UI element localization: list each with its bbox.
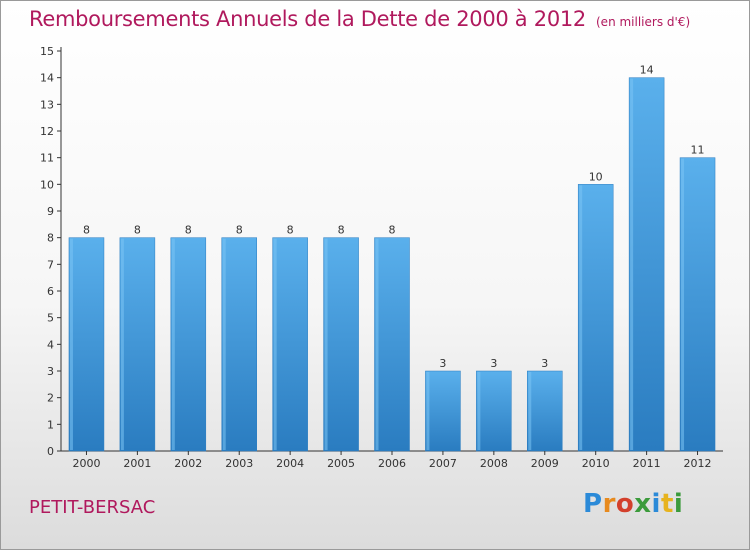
y-tick-label: 11 bbox=[40, 152, 54, 165]
bar-highlight bbox=[426, 372, 430, 450]
y-tick-label: 8 bbox=[47, 232, 54, 245]
proxiti-logo: Proxiti bbox=[583, 489, 684, 519]
commune-name: PETIT-BERSAC bbox=[29, 497, 156, 518]
y-tick-label: 13 bbox=[40, 98, 54, 111]
chart-title-text: Remboursements Annuels de la Dette de 20… bbox=[29, 7, 586, 31]
data-label: 8 bbox=[338, 224, 345, 237]
bar bbox=[425, 370, 461, 452]
bar bbox=[323, 237, 359, 452]
data-label: 3 bbox=[541, 357, 548, 370]
y-tick-label: 12 bbox=[40, 125, 54, 138]
x-tick-label: 2009 bbox=[531, 457, 559, 470]
bar-highlight bbox=[171, 238, 175, 450]
x-tick-label: 2007 bbox=[429, 457, 457, 470]
bar bbox=[476, 370, 512, 452]
bar bbox=[170, 237, 207, 452]
x-tick-label: 2001 bbox=[123, 457, 151, 470]
data-label: 8 bbox=[185, 224, 192, 237]
x-tick-label: 2000 bbox=[72, 457, 100, 470]
bar-highlight bbox=[120, 238, 124, 450]
y-tick-label: 7 bbox=[47, 258, 54, 271]
bar-highlight bbox=[273, 238, 277, 450]
data-label: 8 bbox=[134, 224, 141, 237]
x-tick-label: 2002 bbox=[174, 457, 202, 470]
x-tick-label: 2012 bbox=[684, 457, 712, 470]
bar-highlight bbox=[528, 372, 532, 450]
bar bbox=[679, 157, 716, 452]
bar bbox=[628, 77, 665, 452]
bar-highlight bbox=[681, 158, 685, 450]
x-tick-label: 2003 bbox=[225, 457, 253, 470]
y-tick-label: 4 bbox=[47, 338, 54, 351]
data-label: 8 bbox=[287, 224, 294, 237]
data-label: 8 bbox=[236, 224, 243, 237]
bar-highlight bbox=[324, 238, 328, 450]
bar-highlight bbox=[630, 78, 634, 451]
data-label: 10 bbox=[589, 170, 603, 183]
bar-highlight bbox=[579, 185, 583, 451]
x-tick-label: 2005 bbox=[327, 457, 355, 470]
y-tick-label: 0 bbox=[47, 445, 54, 458]
y-tick-label: 6 bbox=[47, 285, 54, 298]
data-label: 3 bbox=[490, 357, 497, 370]
bar-highlight bbox=[69, 238, 73, 450]
x-tick-label: 2004 bbox=[276, 457, 304, 470]
chart-title: Remboursements Annuels de la Dette de 20… bbox=[29, 7, 690, 31]
chart-subtitle: (en milliers d'€) bbox=[596, 15, 691, 29]
x-tick-label: 2010 bbox=[582, 457, 610, 470]
y-tick-label: 10 bbox=[40, 178, 54, 191]
bar bbox=[527, 370, 563, 452]
data-label: 14 bbox=[640, 64, 654, 77]
bar bbox=[374, 237, 410, 452]
y-tick-label: 1 bbox=[47, 418, 54, 431]
bar-highlight bbox=[222, 238, 226, 450]
y-tick-label: 5 bbox=[47, 312, 54, 325]
y-tick-label: 2 bbox=[47, 392, 54, 405]
bar bbox=[221, 237, 257, 452]
x-tick-label: 2008 bbox=[480, 457, 508, 470]
bar-highlight bbox=[375, 238, 379, 450]
x-tick-label: 2006 bbox=[378, 457, 406, 470]
y-tick-label: 9 bbox=[47, 205, 54, 218]
y-tick-label: 15 bbox=[40, 45, 54, 58]
y-tick-label: 14 bbox=[40, 72, 54, 85]
x-tick-label: 2011 bbox=[633, 457, 661, 470]
data-label: 11 bbox=[691, 144, 705, 157]
bar bbox=[119, 237, 156, 452]
y-tick-label: 3 bbox=[47, 365, 54, 378]
data-label: 3 bbox=[439, 357, 446, 370]
data-label: 8 bbox=[389, 224, 396, 237]
bar bbox=[272, 237, 308, 452]
bar bbox=[577, 184, 614, 452]
bar-highlight bbox=[477, 372, 481, 450]
bar bbox=[68, 237, 105, 452]
data-label: 8 bbox=[83, 224, 90, 237]
